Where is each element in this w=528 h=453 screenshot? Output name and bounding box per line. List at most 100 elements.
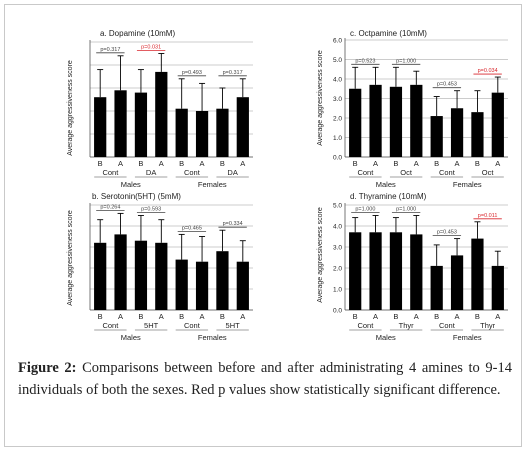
x-tick-label: A [495, 159, 500, 168]
x-tick-label: A [414, 312, 419, 321]
group-label: Cont [357, 321, 374, 330]
bar [410, 234, 423, 310]
p-value-label: p=0.011 [478, 213, 498, 219]
bar [369, 232, 382, 310]
y-axis-label: Average aggressiveness score [67, 60, 74, 156]
chart-panel-3: b. Serotonin(5HT) (5mM) Average aggressiv… [67, 192, 253, 342]
bar [175, 259, 188, 310]
chart-panel-2: c. Octpamine (10mM) Average aggressivenes… [317, 29, 508, 189]
caption-label: Figure 2: [18, 360, 77, 376]
x-tick-label: A [159, 312, 164, 321]
x-tick-label: A [373, 312, 378, 321]
x-tick-label: A [455, 312, 460, 321]
bar [349, 232, 362, 310]
sex-label: Males [121, 180, 141, 189]
p-value-label: p=0.493 [182, 70, 202, 76]
y-tick-label: 0.0 [333, 308, 342, 315]
p-value-label: p=0.317 [100, 47, 120, 53]
x-tick-label: B [98, 312, 103, 321]
bar [471, 238, 484, 310]
y-tick-label: 1.0 [333, 135, 342, 142]
p-value-label: p=0.523 [355, 58, 375, 64]
bar [216, 251, 229, 310]
y-tick-label: 4.0 [333, 77, 342, 84]
sex-label: Females [198, 180, 227, 189]
bar [195, 111, 209, 157]
x-tick-label: A [200, 159, 205, 168]
group-label: Cont [102, 321, 119, 330]
bar [94, 97, 107, 157]
bar [155, 242, 168, 310]
x-tick-label: B [393, 312, 398, 321]
x-tick-label: B [434, 312, 439, 321]
x-tick-label: B [353, 159, 358, 168]
x-tick-label: B [475, 312, 480, 321]
sex-label: Females [453, 180, 482, 189]
chart-panel-1: a. Dopamine (10mM) Average aggressiveness… [67, 29, 253, 189]
chart-title: a. Dopamine (10mM) [100, 29, 175, 38]
bar [175, 108, 188, 157]
bar [450, 255, 464, 310]
x-tick-label: B [220, 159, 225, 168]
sex-label: Males [376, 333, 396, 342]
y-axis-label: Average aggressiveness score [317, 207, 324, 303]
x-tick-label: B [434, 159, 439, 168]
y-tick-label: 5.0 [333, 57, 342, 64]
group-label: 5HT [144, 321, 159, 330]
sex-label: Males [376, 180, 396, 189]
bar [491, 92, 504, 157]
sex-label: Males [121, 333, 141, 342]
x-tick-label: B [138, 312, 143, 321]
bar [430, 265, 443, 310]
bar [491, 265, 504, 310]
bar [134, 240, 148, 310]
x-tick-label: A [414, 159, 419, 168]
x-tick-label: A [200, 312, 205, 321]
chart-title: c. Octpamine (10mM) [350, 29, 427, 38]
group-label: Oct [400, 168, 413, 177]
bar [369, 84, 382, 157]
bar [236, 97, 249, 157]
group-label: Thyr [480, 321, 496, 330]
group-label: Cont [102, 168, 119, 177]
y-axis-label: Average aggressiveness score [67, 210, 74, 306]
group-label: DA [227, 168, 237, 177]
p-value-label: p=0.031 [141, 45, 161, 51]
bar [114, 234, 127, 310]
x-tick-label: B [138, 159, 143, 168]
bar [134, 92, 148, 157]
group-label: Cont [439, 321, 456, 330]
bar [216, 108, 229, 157]
group-label: DA [146, 168, 156, 177]
group-label: Cont [184, 321, 201, 330]
caption-text: Comparisons between before and after adm… [18, 360, 513, 398]
p-value-label: p=1.000 [355, 207, 375, 213]
p-value-label: p=0.453 [437, 82, 457, 88]
x-tick-label: A [240, 159, 245, 168]
group-label: Oct [482, 168, 495, 177]
group-label: Cont [184, 168, 201, 177]
bar [349, 88, 362, 157]
group-label: Cont [439, 168, 456, 177]
group-label: Thyr [399, 321, 415, 330]
x-tick-label: A [455, 159, 460, 168]
x-tick-label: B [393, 159, 398, 168]
x-tick-label: B [220, 312, 225, 321]
y-axis-label: Average aggressiveness score [317, 50, 324, 146]
x-tick-label: B [353, 312, 358, 321]
x-tick-label: A [240, 312, 245, 321]
x-tick-label: A [118, 159, 123, 168]
sex-label: Females [198, 333, 227, 342]
p-value-label: p=0.317 [223, 70, 243, 76]
p-value-label: p=1.000 [396, 58, 416, 64]
bar [114, 90, 127, 157]
y-tick-label: 6.0 [333, 38, 342, 45]
bar [195, 261, 209, 310]
group-label: 5HT [226, 321, 241, 330]
bar [236, 261, 249, 310]
p-value-label: p=0.334 [223, 221, 243, 227]
y-tick-label: 5.0 [333, 203, 342, 210]
p-value-label: p=0.593 [141, 207, 161, 213]
y-tick-label: 3.0 [333, 96, 342, 103]
p-value-label: p=0.034 [478, 68, 498, 74]
